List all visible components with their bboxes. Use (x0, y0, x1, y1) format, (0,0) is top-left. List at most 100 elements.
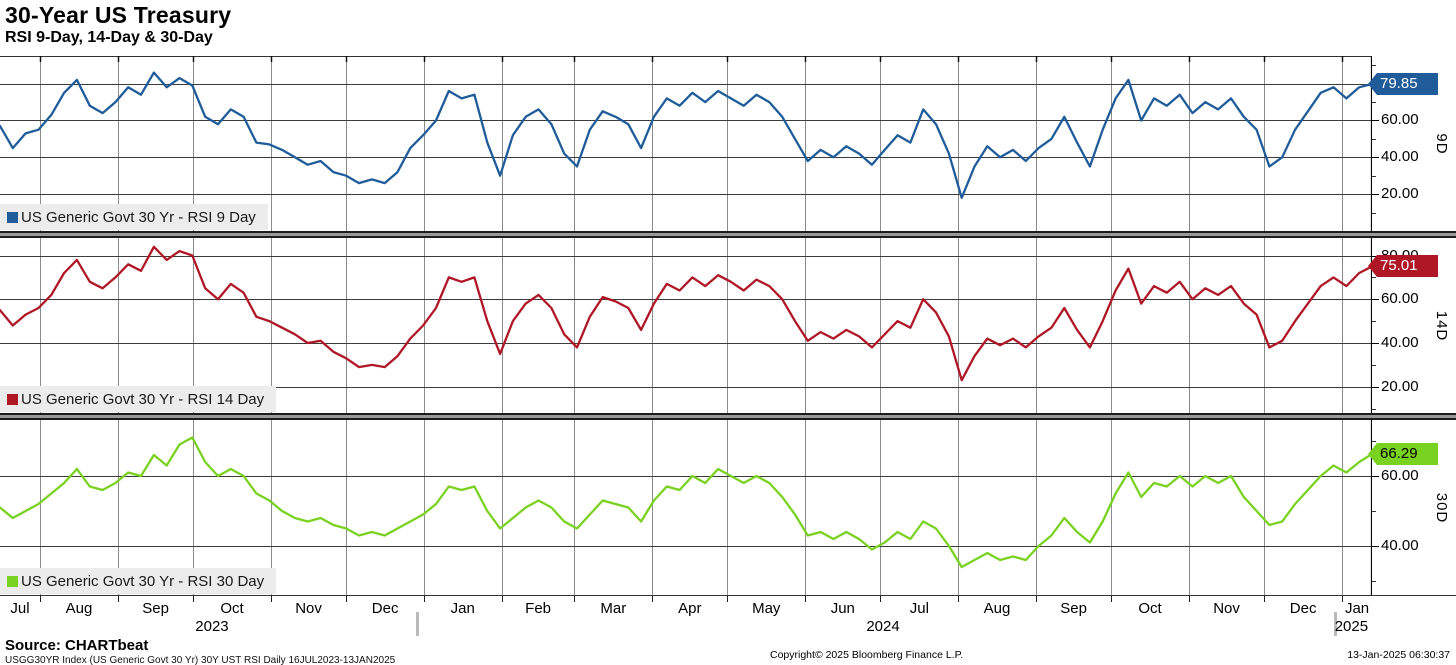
axis-tick (1372, 65, 1376, 66)
axis-tick (1372, 409, 1376, 410)
ticker-line: USGG30YR Index (US Generic Govt 30 Yr) 3… (5, 655, 396, 665)
axis-tick (1372, 157, 1379, 158)
rsi-9d-right-axis: 9D 20.00 40.00 60.00 (1372, 56, 1456, 231)
rsi-9d-legend[interactable]: US Generic Govt 30 Yr - RSI 9 Day (0, 204, 268, 230)
month-label: Nov (1213, 600, 1240, 617)
month-label: Dec (1289, 600, 1317, 617)
rsi-9d-plot (0, 56, 1372, 231)
month-label: Aug (983, 600, 1011, 617)
axis-tick (1372, 277, 1376, 278)
rsi-9d-axis-label: 9D (1433, 132, 1450, 155)
month-label: Nov (295, 600, 322, 617)
timestamp-label: 13-Jan-2025 06:30:37 (1347, 649, 1450, 661)
axis-tick (1372, 476, 1379, 477)
chart-header: 30-Year US Treasury RSI 9-Day, 14-Day & … (5, 2, 231, 47)
month-tick (958, 596, 959, 602)
chart-footer: Source: CHARTbeat USGG30YR Index (US Gen… (0, 637, 1456, 665)
axis-tick (1372, 120, 1379, 121)
axis-tick-label: 40.00 (1381, 536, 1419, 554)
rsi-30d-panel: 30D 40.00 60.00 66.29 US Generic Govt 30 … (0, 420, 1456, 595)
month-label: Sep (142, 600, 169, 617)
rsi-14d-last-value-badge: 75.01 (1368, 255, 1438, 277)
rsi-14d-legend-swatch (7, 393, 18, 405)
axis-tick-label: 60.00 (1381, 466, 1419, 484)
axis-tick (1372, 343, 1379, 344)
axis-tick (1372, 194, 1379, 195)
month-tick (1036, 596, 1037, 602)
rsi-9d-panel: 9D 20.00 40.00 60.00 79.85 US Generic Govt… (0, 56, 1456, 231)
axis-tick (1372, 511, 1376, 512)
panel-separator (0, 231, 1456, 238)
axis-tick-label: 20.00 (1381, 377, 1419, 395)
month-tick (502, 596, 503, 602)
year-divider (1334, 612, 1337, 636)
month-label: Oct (1138, 600, 1162, 617)
axis-tick-label: 60.00 (1381, 290, 1419, 308)
month-tick (1111, 596, 1112, 602)
panel-separator (0, 413, 1456, 420)
axis-tick (1372, 441, 1376, 442)
axis-tick (1372, 139, 1376, 140)
month-label: Jan (450, 600, 475, 617)
month-tick (193, 596, 194, 602)
month-tick (805, 596, 806, 602)
rsi-14d-axis-label: 14D (1433, 310, 1450, 341)
rsi-30d-right-axis: 30D 40.00 60.00 (1372, 420, 1456, 595)
month-tick (652, 596, 653, 602)
rsi-14d-legend-label: US Generic Govt 30 Yr - RSI 14 Day (21, 390, 265, 408)
rsi-30d-legend[interactable]: US Generic Govt 30 Yr - RSI 30 Day (0, 568, 277, 594)
axis-tick-label: 20.00 (1381, 185, 1419, 203)
axis-tick (1372, 546, 1379, 547)
month-tick (40, 596, 41, 602)
month-tick (727, 596, 728, 602)
month-label: Mar (600, 600, 627, 617)
month-tick (118, 596, 119, 602)
month-label: Oct (220, 600, 244, 617)
month-tick (1264, 596, 1265, 602)
time-axis: Jul Aug Sep Oct Nov Dec Jan Feb Mar Apr May Jun Jul A… (0, 595, 1456, 638)
axis-tick (1372, 321, 1376, 322)
rsi-30d-plot (0, 420, 1372, 595)
month-label: Jul (10, 600, 30, 617)
axis-tick (1372, 213, 1376, 214)
chart-title: 30-Year US Treasury (5, 2, 232, 28)
year-label: 2023 (195, 618, 229, 635)
month-label: Dec (371, 600, 399, 617)
month-tick (424, 596, 425, 602)
rsi-14d-panel: 14D 20.00 40.00 60.00 80.00 75.01 US Generi… (0, 238, 1456, 413)
rsi-30d-last-value-badge: 66.29 (1368, 443, 1438, 465)
rsi-14d-legend[interactable]: US Generic Govt 30 Yr - RSI 14 Day (0, 386, 277, 412)
month-label: Aug (65, 600, 93, 617)
axis-tick (1372, 387, 1379, 388)
month-label: Feb (525, 600, 552, 617)
month-label: Jan (1344, 600, 1370, 617)
month-label: Sep (1060, 600, 1087, 617)
source-label: Source: CHARTbeat (5, 637, 149, 654)
rsi-14d-plot (0, 238, 1372, 413)
month-label: Jul (909, 600, 929, 617)
axis-tick (1372, 176, 1376, 177)
copyright-label: Copyright© 2025 Bloomberg Finance L.P. (770, 649, 964, 661)
rsi-30d-axis-label: 30D (1433, 492, 1450, 523)
axis-tick (1372, 299, 1379, 300)
axis-tick (1372, 365, 1376, 366)
year-label: 2025 (1334, 618, 1369, 635)
axis-tick (1372, 581, 1376, 582)
axis-tick-label: 60.00 (1381, 111, 1419, 129)
month-tick (574, 596, 575, 602)
month-label: May (752, 600, 781, 617)
rsi-30d-legend-label: US Generic Govt 30 Yr - RSI 30 Day (21, 572, 265, 590)
rsi-9d-legend-swatch (7, 211, 18, 223)
rsi-30d-legend-swatch (7, 575, 18, 587)
axis-tick (1372, 102, 1376, 103)
chart-subtitle: RSI 9-Day, 14-Day & 30-Day (5, 29, 213, 46)
month-label: Apr (678, 600, 702, 617)
month-label: Jun (830, 600, 855, 617)
axis-tick-label: 40.00 (1381, 148, 1419, 166)
year-divider (416, 612, 419, 636)
axis-tick (1372, 256, 1379, 257)
rsi-9d-legend-label: US Generic Govt 30 Yr - RSI 9 Day (21, 208, 256, 226)
month-tick (1189, 596, 1190, 602)
month-tick (1342, 596, 1343, 602)
